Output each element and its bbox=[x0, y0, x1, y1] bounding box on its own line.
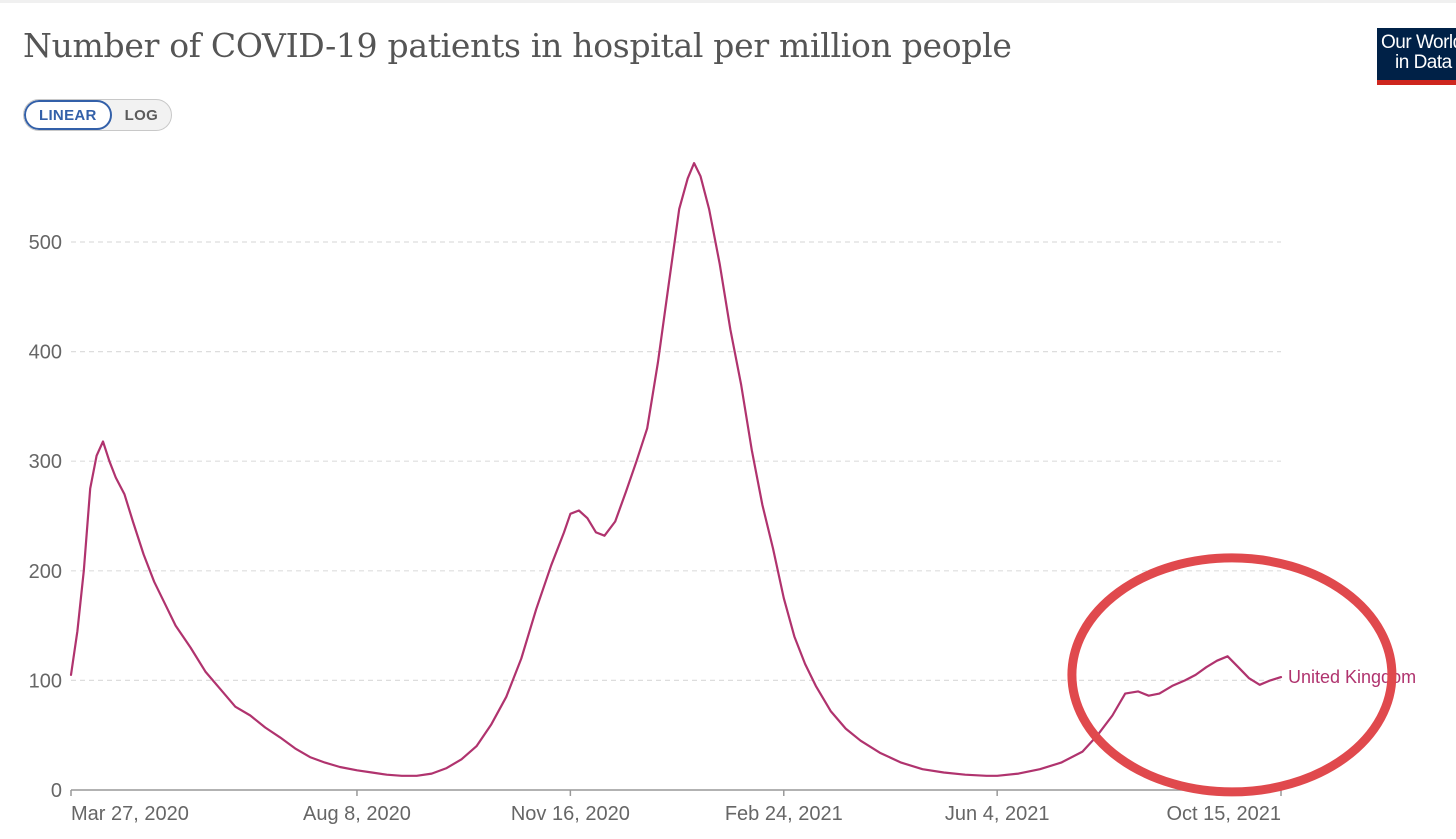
y-tick-label-500: 500 bbox=[29, 232, 62, 254]
logo-accent-bar bbox=[1377, 80, 1456, 85]
x-tick-label-5: Oct 15, 2021 bbox=[1166, 803, 1281, 825]
logo-text-line-1: Our World bbox=[1381, 32, 1456, 53]
x-tick-label-0: Mar 27, 2020 bbox=[71, 803, 189, 825]
linear-scale-button[interactable]: LINEAR bbox=[24, 100, 112, 130]
x-tick-label-4: Jun 4, 2021 bbox=[945, 803, 1050, 825]
logo-text-line-2: in Data bbox=[1395, 52, 1452, 73]
owid-logo[interactable]: Our World in Data bbox=[1377, 28, 1456, 85]
y-tick-label-300: 300 bbox=[29, 451, 62, 473]
series-label-0: United Kingdom bbox=[1288, 667, 1416, 687]
log-scale-button[interactable]: LOG bbox=[124, 106, 159, 124]
chart-title: Number of COVID-19 patients in hospital … bbox=[23, 26, 1012, 65]
top-rule bbox=[0, 0, 1456, 3]
x-tick-label-3: Feb 24, 2021 bbox=[725, 803, 843, 825]
x-tick-label-1: Aug 8, 2020 bbox=[303, 803, 411, 825]
scale-toggle: LINEAR LOG bbox=[23, 99, 173, 131]
y-tick-label-100: 100 bbox=[29, 670, 62, 692]
series-line-0 bbox=[69, 162, 1283, 777]
y-tick-label-400: 400 bbox=[29, 342, 62, 364]
x-tick-label-2: Nov 16, 2020 bbox=[511, 803, 630, 825]
y-tick-label-200: 200 bbox=[29, 561, 62, 583]
highlight-ellipse bbox=[1067, 553, 1397, 797]
y-tick-label-0: 0 bbox=[51, 780, 62, 802]
